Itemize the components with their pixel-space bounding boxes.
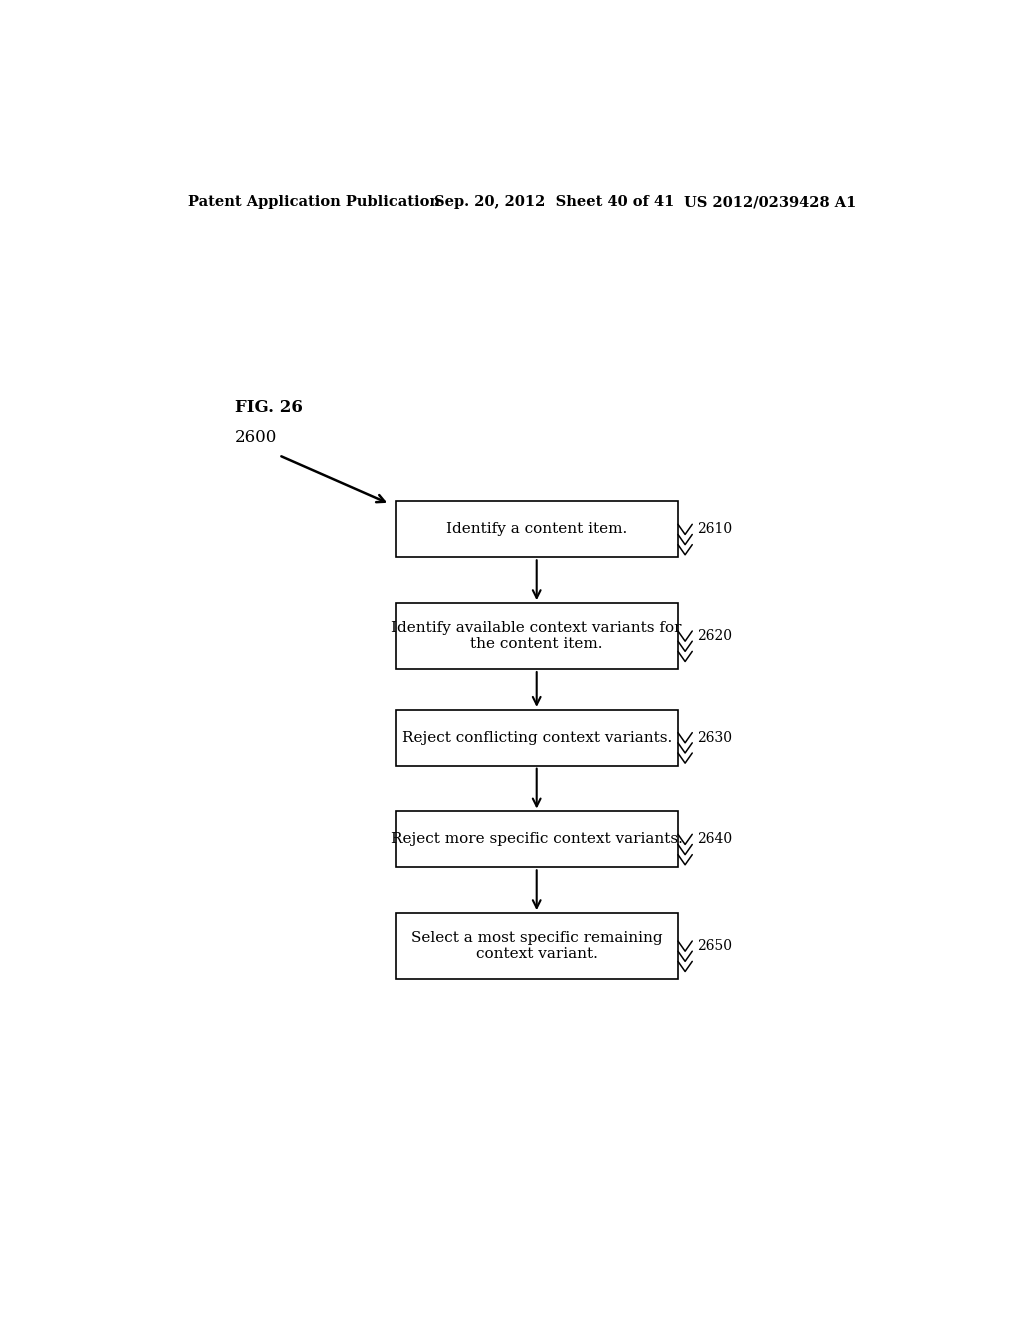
Text: Identify a content item.: Identify a content item. [446, 523, 628, 536]
Bar [396, 502, 678, 557]
Text: 2640: 2640 [697, 833, 732, 846]
Text: Reject conflicting context variants.: Reject conflicting context variants. [401, 731, 672, 744]
Text: Reject more specific context variants.: Reject more specific context variants. [391, 833, 683, 846]
Text: Patent Application Publication: Patent Application Publication [187, 195, 439, 209]
Bar [396, 913, 678, 979]
Text: Identify available context variants for
the content item.: Identify available context variants for … [391, 620, 682, 651]
Bar [396, 710, 678, 766]
Text: 2610: 2610 [697, 523, 732, 536]
Text: 2600: 2600 [236, 429, 278, 446]
Text: 2650: 2650 [697, 939, 732, 953]
Text: FIG. 26: FIG. 26 [236, 399, 303, 416]
Text: US 2012/0239428 A1: US 2012/0239428 A1 [684, 195, 856, 209]
Bar [396, 603, 678, 669]
Bar [396, 812, 678, 867]
Text: 2630: 2630 [697, 731, 732, 744]
Text: Sep. 20, 2012  Sheet 40 of 41: Sep. 20, 2012 Sheet 40 of 41 [433, 195, 674, 209]
Text: 2620: 2620 [697, 630, 732, 643]
Text: Select a most specific remaining
context variant.: Select a most specific remaining context… [411, 931, 663, 961]
